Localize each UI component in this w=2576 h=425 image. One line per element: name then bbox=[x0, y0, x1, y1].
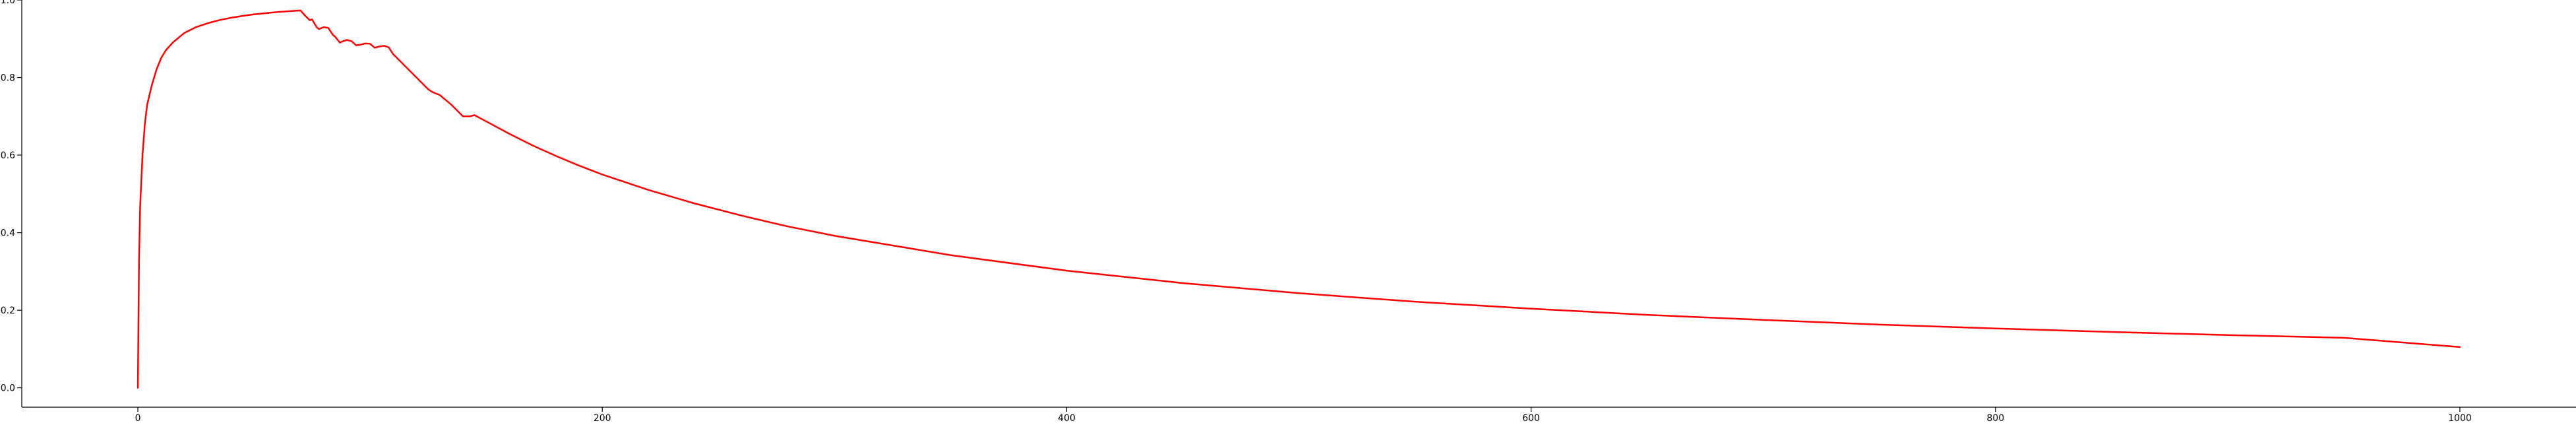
y-tick-label: 0.6 bbox=[1, 150, 15, 161]
x-tick-label: 200 bbox=[594, 413, 611, 422]
series-layer bbox=[137, 9, 2461, 389]
ticks: 0 200 400 600 800 1000 0.0 0.2 0.4 0.6 0.8 1.0 bbox=[1, 0, 2472, 424]
axes bbox=[21, 0, 2576, 408]
series-line-0 bbox=[137, 9, 2461, 389]
y-tick-label: 0.2 bbox=[1, 306, 15, 316]
x-tick-label: 1000 bbox=[2448, 413, 2472, 422]
y-tick-label: 0.0 bbox=[1, 383, 15, 394]
y-tick-label: 1.0 bbox=[1, 0, 15, 6]
y-tick-label: 0.8 bbox=[1, 73, 15, 84]
y-tick-label: 0.4 bbox=[1, 228, 15, 239]
x-tick-label: 600 bbox=[1522, 413, 1540, 422]
x-tick-label: 0 bbox=[135, 413, 141, 422]
x-tick-label: 400 bbox=[1058, 413, 1076, 422]
x-tick-label: 800 bbox=[1986, 413, 2004, 422]
